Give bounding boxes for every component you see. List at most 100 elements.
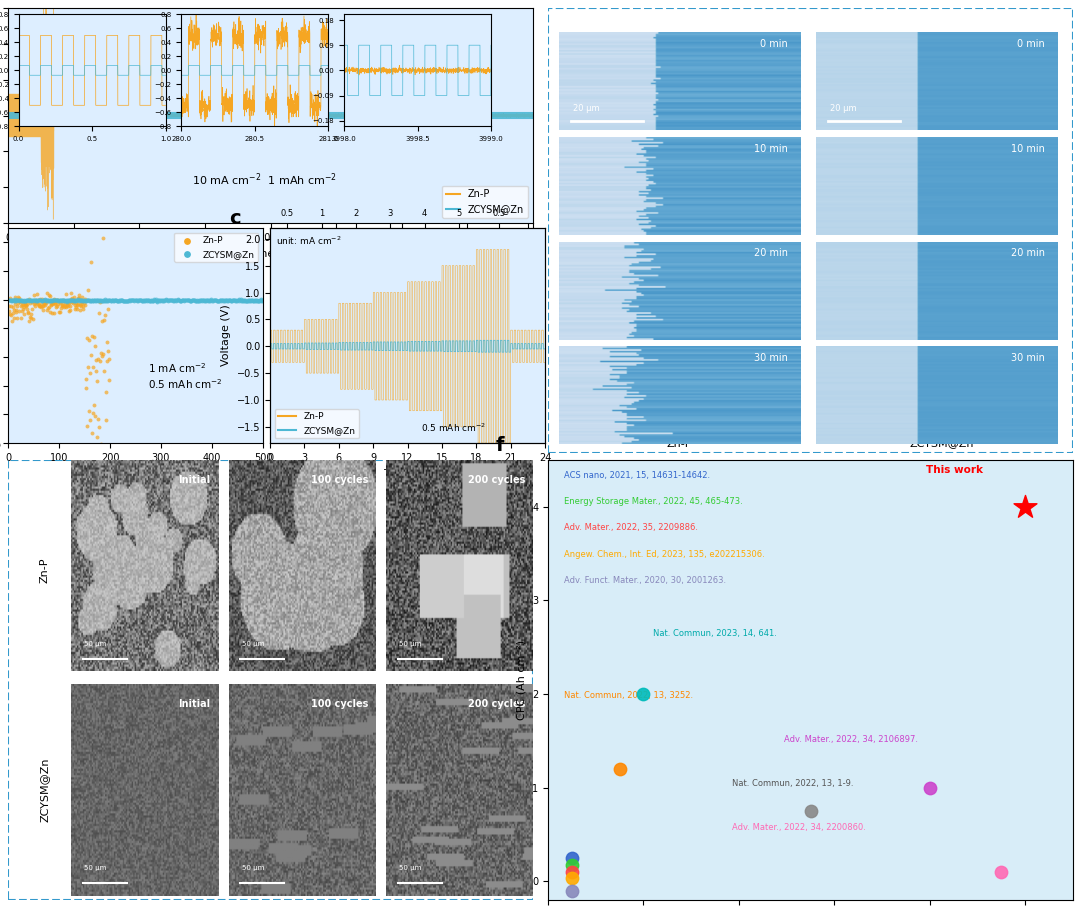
Point bbox=[51, 293, 68, 308]
Point bbox=[221, 293, 239, 308]
Point bbox=[224, 293, 241, 308]
Point bbox=[206, 292, 224, 307]
Point bbox=[62, 293, 79, 308]
Point bbox=[921, 780, 939, 794]
Point bbox=[70, 297, 87, 311]
Point bbox=[192, 293, 210, 308]
Point bbox=[186, 293, 203, 308]
Point bbox=[9, 293, 26, 308]
Point bbox=[213, 294, 230, 309]
Point bbox=[46, 296, 64, 311]
Point bbox=[85, 398, 103, 412]
Point bbox=[48, 293, 65, 308]
Text: 20 min: 20 min bbox=[754, 249, 788, 259]
Point bbox=[204, 293, 221, 308]
Point bbox=[232, 292, 249, 307]
Point bbox=[35, 302, 52, 317]
Point bbox=[222, 294, 240, 309]
Point bbox=[171, 293, 188, 308]
Point bbox=[237, 293, 254, 308]
Point bbox=[53, 293, 70, 308]
Point bbox=[55, 293, 72, 308]
Point bbox=[140, 292, 158, 307]
Point bbox=[149, 293, 166, 308]
Point bbox=[243, 293, 260, 308]
Point bbox=[203, 292, 220, 307]
Point bbox=[134, 293, 151, 308]
Point bbox=[130, 293, 147, 308]
Point bbox=[125, 293, 143, 308]
Point bbox=[116, 293, 133, 308]
Point bbox=[23, 311, 40, 326]
Point bbox=[96, 363, 113, 378]
Point bbox=[36, 293, 53, 308]
Point bbox=[198, 293, 215, 308]
Point bbox=[46, 293, 64, 308]
Point bbox=[202, 293, 219, 308]
Point bbox=[42, 305, 59, 320]
Point bbox=[188, 293, 205, 308]
Point bbox=[27, 293, 44, 308]
Point bbox=[21, 314, 38, 329]
Point bbox=[224, 293, 241, 308]
Point bbox=[35, 297, 52, 311]
Point bbox=[80, 403, 97, 418]
Point bbox=[64, 292, 81, 307]
Point bbox=[71, 293, 89, 308]
Point bbox=[122, 293, 139, 308]
Point bbox=[75, 299, 92, 313]
Point bbox=[171, 293, 188, 308]
Point bbox=[246, 293, 264, 308]
Point bbox=[18, 292, 36, 307]
Point bbox=[29, 292, 46, 307]
Point bbox=[66, 294, 83, 309]
Point bbox=[64, 292, 81, 307]
Point bbox=[191, 293, 208, 308]
Point bbox=[158, 292, 175, 307]
Point bbox=[148, 292, 165, 307]
Point bbox=[5, 294, 23, 309]
Point bbox=[49, 292, 66, 307]
Point bbox=[41, 293, 58, 308]
Point bbox=[63, 293, 80, 308]
Point bbox=[43, 293, 60, 308]
Point bbox=[76, 293, 93, 308]
Point bbox=[139, 293, 157, 308]
Point bbox=[79, 293, 96, 308]
Point bbox=[176, 293, 193, 308]
Point bbox=[83, 292, 100, 307]
Point bbox=[161, 292, 178, 307]
Point bbox=[166, 293, 184, 308]
Point bbox=[21, 294, 38, 309]
Point bbox=[231, 292, 248, 307]
Point bbox=[121, 292, 138, 307]
Point bbox=[57, 286, 75, 301]
Point bbox=[145, 294, 162, 309]
Text: Initial: Initial bbox=[178, 699, 211, 709]
Point bbox=[4, 292, 22, 307]
Point bbox=[15, 292, 32, 307]
Point bbox=[153, 293, 171, 308]
Point bbox=[248, 293, 266, 308]
Point bbox=[75, 293, 92, 308]
Text: Zn-P: Zn-P bbox=[666, 439, 692, 449]
Text: 50 μm: 50 μm bbox=[400, 641, 421, 646]
Point bbox=[234, 293, 252, 308]
Point bbox=[141, 293, 159, 308]
Point bbox=[231, 293, 248, 308]
Point bbox=[251, 293, 268, 308]
Point bbox=[194, 292, 212, 307]
Point bbox=[60, 293, 78, 308]
Point bbox=[49, 299, 66, 313]
Point bbox=[62, 293, 79, 308]
Point bbox=[41, 290, 58, 304]
Text: Adv. Mater., 2022, 34, 2106897.: Adv. Mater., 2022, 34, 2106897. bbox=[784, 735, 918, 744]
Point bbox=[35, 293, 52, 308]
Point bbox=[146, 293, 163, 308]
Point bbox=[230, 292, 247, 307]
Point bbox=[2, 308, 19, 322]
Point bbox=[203, 293, 220, 308]
Point bbox=[46, 297, 64, 311]
Point bbox=[11, 293, 28, 308]
Point bbox=[27, 293, 44, 308]
